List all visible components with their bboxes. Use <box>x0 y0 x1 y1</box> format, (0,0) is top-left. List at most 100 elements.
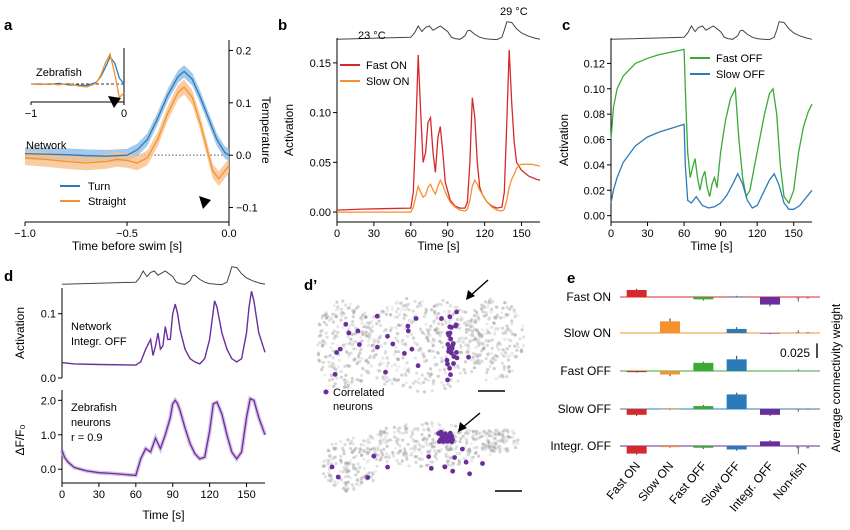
brain-bottom-mid-point <box>436 448 440 453</box>
panel-d-temperature-trace <box>61 266 266 286</box>
brain-bottom-right-point <box>493 446 497 450</box>
brain-bottom-left-point <box>328 479 332 483</box>
brain-top-right-point <box>483 300 488 304</box>
brain-bottom-mid-point <box>430 460 434 464</box>
brain-bottom-right-point <box>487 444 491 448</box>
brain-top-left-point <box>344 303 348 307</box>
brain-top-mid-point <box>397 365 401 369</box>
brain-top-right-point <box>505 329 509 333</box>
brain-bottom-left-point <box>354 446 358 450</box>
brain-bottom-mid-point <box>392 435 396 439</box>
brain-bottom-right-point <box>512 439 516 443</box>
brain-bottom-right-point <box>515 438 519 442</box>
brain-top-left-point <box>336 325 340 329</box>
brain-top-mid-point <box>371 349 376 353</box>
correlated-neuron-point <box>426 454 432 459</box>
brain-top-mid-point <box>396 331 400 335</box>
panel-d-top-y-tick-label: 0.0 <box>41 373 56 385</box>
brain-bottom-left-point <box>355 477 359 481</box>
brain-top-left-point <box>331 320 335 324</box>
brain-top-mid-point <box>461 309 465 313</box>
panel-e-bar-fast-on <box>626 446 647 454</box>
brain-bottom-mid-point <box>469 456 473 460</box>
brain-top-left-point <box>356 361 360 365</box>
brain-top-left-point <box>332 337 337 341</box>
panel-c-y-tick-label: 0.08 <box>584 109 605 121</box>
panel-b-x-label: Time [s] <box>417 239 459 253</box>
brain-bottom-mid-point <box>404 430 409 434</box>
panel-e-bar-non-fish <box>806 332 810 333</box>
brain-bottom-mid-point <box>379 429 383 433</box>
panel-e-bar-slow-off <box>726 359 747 371</box>
brain-top-right-point <box>515 348 519 352</box>
brain-top-mid-point <box>427 332 431 336</box>
brain-bottom-left-point <box>321 465 325 469</box>
brain-bottom-mid-point <box>468 449 472 453</box>
brain-top-mid-point <box>396 307 400 311</box>
brain-bottom-left-point <box>339 440 343 444</box>
brain-top-right-point <box>487 298 492 303</box>
brain-bottom-right-point <box>485 444 489 448</box>
brain-top-mid-point <box>401 342 405 346</box>
brain-bottom-mid-point <box>430 460 434 464</box>
brain-top-mid-point <box>458 350 462 354</box>
brain-top-left-point <box>331 312 335 316</box>
brain-top-left-point <box>317 334 321 339</box>
brain-top-left-point <box>323 373 327 377</box>
brain-top-mid-point <box>396 323 401 327</box>
panel-a-x-label: Time before swim [s] <box>72 239 182 253</box>
correlated-neuron-point <box>454 350 459 355</box>
brain-bottom-mid-point <box>420 423 424 427</box>
brain-top-right-point <box>465 349 469 353</box>
brain-bottom-mid-point <box>449 456 453 460</box>
brain-top-right-point <box>492 367 496 371</box>
brain-top-right-point <box>516 345 520 349</box>
brain-bottom-mid-point <box>416 428 420 432</box>
brain-top-mid-point <box>405 305 409 309</box>
correlated-neuron-point <box>448 437 454 443</box>
brain-bottom-right-point <box>480 434 484 438</box>
brain-top-left-point <box>321 338 325 342</box>
brain-bottom-mid-point <box>430 444 434 448</box>
brain-top-mid-point <box>459 343 463 347</box>
brain-top-left-point <box>349 380 353 384</box>
brain-bottom-mid-point <box>385 460 389 464</box>
brain-top-right-point <box>472 327 476 331</box>
brain-top-right-point <box>508 307 512 311</box>
brain-bottom-mid-point <box>405 457 409 461</box>
panel-b-y-tick-label: 0.05 <box>310 157 331 169</box>
brain-bottom-mid-point <box>378 430 382 434</box>
brain-top-right-point <box>475 353 479 357</box>
brain-bottom-left-point <box>351 442 355 446</box>
brain-top-left-point <box>348 364 352 368</box>
brain-top-mid-point <box>431 379 435 383</box>
brain-bottom-mid-point <box>472 429 476 433</box>
brain-top-mid-point <box>435 303 440 307</box>
brain-top-left-point <box>321 314 325 318</box>
brain-top-mid-point <box>381 361 385 365</box>
brain-bottom-mid-point <box>414 460 418 464</box>
panel-dprime-arrowhead-top <box>466 290 475 300</box>
brain-bottom-mid-point <box>481 448 485 452</box>
brain-bottom-mid-point <box>420 464 424 468</box>
brain-top-mid-point <box>430 340 434 344</box>
brain-top-mid-point <box>397 357 401 361</box>
brain-bottom-mid-point <box>438 423 442 427</box>
brain-top-mid-point <box>473 336 477 340</box>
brain-bottom-right-point <box>501 433 505 437</box>
brain-top-left-point <box>336 304 340 308</box>
brain-bottom-mid-point <box>454 424 458 428</box>
brain-top-left-point <box>324 313 328 318</box>
panel-d-x-tick-label: 0 <box>59 489 65 501</box>
brain-top-right-point <box>470 325 474 329</box>
correlated-neuron-point <box>409 346 415 352</box>
brain-top-left-point <box>344 342 348 346</box>
brain-bottom-left-point <box>360 453 364 457</box>
brain-top-left-point <box>365 326 369 330</box>
brain-top-right-point <box>480 335 484 339</box>
brain-bottom-left-point <box>344 483 348 488</box>
brain-top-mid-point <box>412 340 416 344</box>
brain-bottom-mid-point <box>444 452 448 456</box>
brain-top-mid-point <box>438 334 442 338</box>
brain-top-left-point <box>347 364 351 368</box>
